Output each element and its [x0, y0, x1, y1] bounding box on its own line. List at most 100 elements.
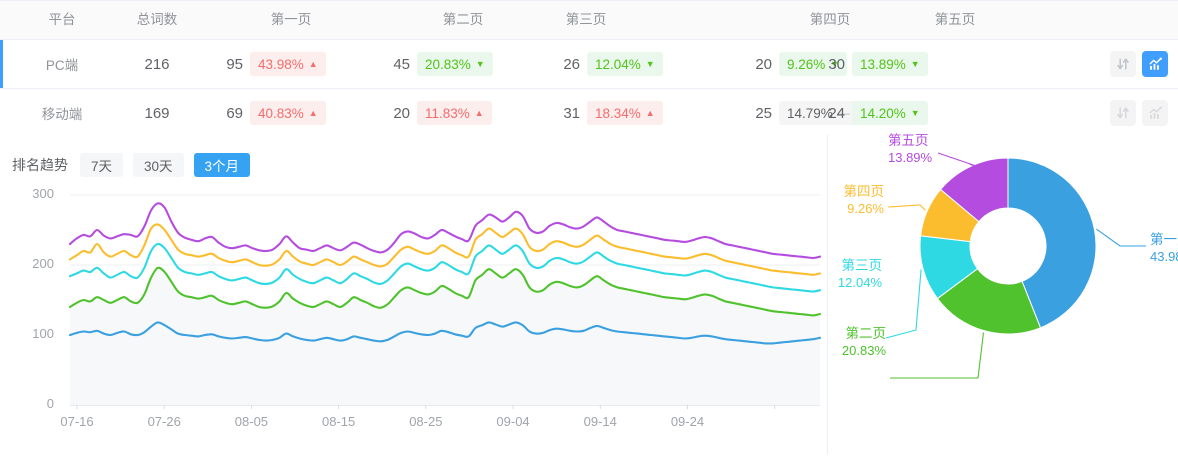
trend-header: 排名趋势 7天 30天 3个月 — [12, 153, 251, 177]
trend-up-icon: ▲ — [308, 107, 318, 118]
donut-slice-label: 第一页 43.98% — [1150, 231, 1178, 265]
cell-page-count: 25 — [755, 104, 772, 122]
percent-badge: 9.26% ▼ — [779, 52, 848, 76]
table-col-header-5: 第四页 — [809, 12, 851, 27]
trend-range-tab-1[interactable]: 30天 — [133, 153, 184, 177]
bar-chart-icon[interactable] — [1142, 51, 1168, 77]
x-axis-tick-label: 09-24 — [670, 414, 705, 429]
cell-page-count: 20 — [755, 55, 772, 73]
cell-total-keywords: 169 — [144, 104, 170, 122]
donut-slice-label: 第四页 9.26% — [844, 183, 885, 217]
table-body: PC端 216 95 43.98% ▲ 45 20.83% ▼ 26 12.04% ▼ 20 9.26%… — [0, 40, 1178, 138]
panel-divider — [827, 135, 828, 454]
percent-value: 20.83% — [425, 56, 471, 72]
trend-title: 排名趋势 — [12, 157, 68, 173]
cell-page-percent: 40.83% ▲ — [250, 89, 326, 137]
trend-flat-icon: — — [837, 106, 850, 120]
table-row[interactable]: 移动端 169 69 40.83% ▲ 20 11.83% ▲ 31 18.34% ▲ 25 14.79… — [0, 89, 1178, 138]
donut-slice-label: 第五页 13.89% — [888, 132, 932, 166]
cell-page-count: 30 — [828, 55, 845, 73]
trend-range-tab-2[interactable]: 3个月 — [193, 153, 251, 177]
trend-up-icon: ▲ — [474, 107, 484, 118]
sort-updown-icon[interactable] — [1110, 100, 1136, 126]
row-active-accent — [0, 40, 3, 88]
cell-platform: 移动端 — [41, 107, 83, 122]
cell-page-percent: 20.83% ▼ — [417, 40, 493, 88]
donut-slice-percent: 43.98% — [1150, 249, 1178, 264]
donut-slice-percent: 12.04% — [837, 275, 882, 290]
cell-page-percent: 14.79% — — [779, 89, 858, 137]
percent-badge: 18.34% ▲ — [587, 101, 663, 125]
percent-value: 14.79% — [787, 105, 833, 121]
percent-value: 12.04% — [595, 56, 641, 72]
percent-value: 43.98% — [258, 56, 304, 72]
x-axis-tick-label: 07-26 — [147, 414, 181, 429]
percent-badge: 40.83% ▲ — [250, 101, 326, 125]
cell-page-percent: 13.89% ▼ — [852, 40, 928, 88]
trend-down-icon: ▼ — [475, 58, 485, 69]
bar-chart-icon[interactable] — [1142, 100, 1168, 126]
cell-page-count: 95 — [226, 55, 243, 73]
donut-slice-percent: 20.83% — [841, 343, 886, 358]
table-col-header-2: 第一页 — [270, 12, 312, 27]
y-axis-tick-label: 100 — [32, 326, 54, 341]
trend-down-icon: ▼ — [645, 58, 655, 69]
table-col-header-1: 总词数 — [136, 12, 178, 27]
y-axis-tick-label: 300 — [32, 186, 54, 201]
percent-value: 40.83% — [258, 105, 304, 121]
trend-up-icon: ▲ — [308, 58, 318, 69]
y-axis-tick-label: 0 — [46, 396, 54, 411]
x-axis-tick-label: 07-16 — [60, 414, 94, 429]
trend-range-tabs: 7天 30天 3个月 — [80, 153, 251, 177]
table-col-header-3: 第二页 — [442, 12, 484, 27]
x-axis-tick-label: 09-04 — [496, 414, 530, 429]
cell-page-count: 20 — [393, 104, 410, 122]
percent-value: 13.89% — [860, 56, 906, 72]
table-col-header-6: 第五页 — [934, 12, 976, 27]
cell-platform: PC端 — [45, 58, 79, 73]
donut-slice-percent: 13.89% — [888, 150, 933, 165]
cell-page-percent: 9.26% ▼ — [779, 40, 848, 88]
trend-down-icon: ▼ — [830, 58, 840, 69]
trend-up-icon: ▲ — [645, 107, 655, 118]
row-actions — [1110, 40, 1168, 88]
table-header-row: 平台 总词数 第一页 第二页 第三页 第四页 第五页 — [0, 0, 1178, 40]
percent-badge: 12.04% ▼ — [587, 52, 663, 76]
cell-page-percent: 43.98% ▲ — [250, 40, 326, 88]
donut-slice-name: 第一页 — [1150, 232, 1178, 247]
donut-slice-name: 第四页 — [843, 184, 885, 199]
sort-updown-icon[interactable] — [1110, 51, 1136, 77]
percent-value: 14.20% — [860, 105, 906, 121]
cell-page-count: 45 — [393, 55, 410, 73]
cell-page-count: 24 — [828, 104, 845, 122]
page-distribution-donut-chart: 第一页 43.98% 第二页 20.83% 第三页 12.04% 第四页 9.26% 第五页 13… — [828, 132, 1178, 454]
percent-value: 11.83% — [425, 105, 470, 121]
donut-slice-name: 第二页 — [845, 326, 887, 341]
percent-badge: 20.83% ▼ — [417, 52, 493, 76]
percent-badge: 11.83% ▲ — [417, 101, 492, 125]
rank-trend-panel: 排名趋势 7天 30天 3个月 300 200 100 0 07-16 07-26 08-05 0… — [0, 132, 1178, 454]
cell-total-keywords: 216 — [144, 55, 170, 73]
rank-trend-line-chart: 300 200 100 0 07-16 07-26 08-05 08-15 08-25 09-04… — [0, 180, 827, 454]
trend-down-icon: ▼ — [910, 107, 920, 118]
donut-slice-name: 第五页 — [888, 133, 929, 148]
trend-range-tab-0[interactable]: 7天 — [80, 153, 124, 177]
cell-page-count: 69 — [226, 104, 243, 122]
trend-down-icon: ▼ — [910, 58, 920, 69]
row-actions — [1110, 89, 1168, 137]
donut-slice-label: 第二页 20.83% — [842, 325, 886, 359]
cell-page-percent: 12.04% ▼ — [587, 40, 663, 88]
cell-page-count: 26 — [563, 55, 580, 73]
percent-badge: 13.89% ▼ — [852, 52, 928, 76]
cell-page-percent: 11.83% ▲ — [417, 89, 492, 137]
donut-slice-name: 第三页 — [841, 258, 883, 273]
donut-slice-percent: 9.26% — [847, 201, 884, 216]
table-row[interactable]: PC端 216 95 43.98% ▲ 45 20.83% ▼ 26 12.04% ▼ 20 9.26%… — [0, 40, 1178, 89]
table-col-header-0: 平台 — [48, 12, 76, 27]
table-col-header-4: 第三页 — [565, 12, 607, 27]
x-axis-tick-label: 08-05 — [234, 414, 269, 429]
y-axis-tick-label: 200 — [32, 256, 54, 271]
cell-page-percent: 14.20% ▼ — [852, 89, 928, 137]
percent-badge: 14.79% — — [779, 101, 858, 125]
